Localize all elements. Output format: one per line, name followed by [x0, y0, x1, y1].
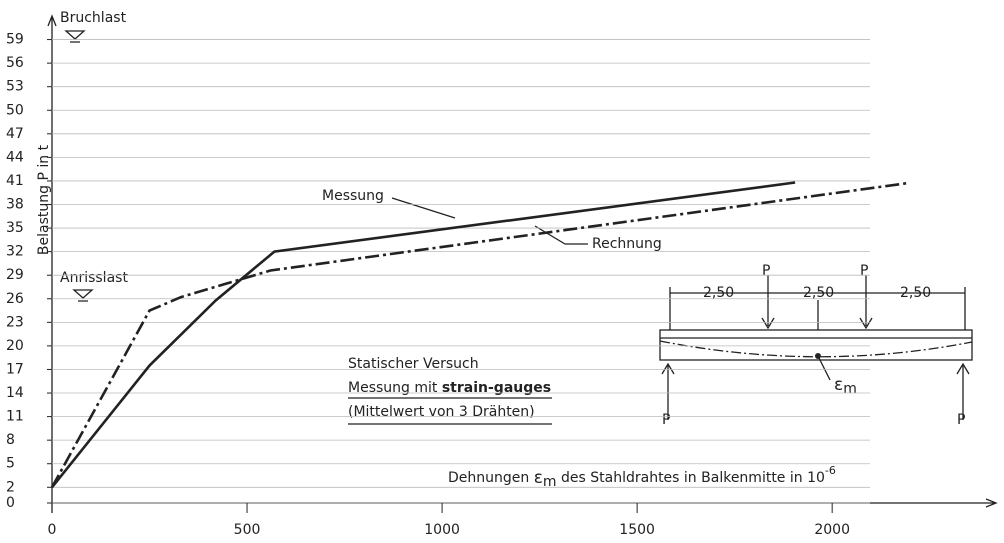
- span-label: 2,50: [803, 285, 834, 301]
- strain-label: εm: [834, 375, 857, 397]
- y-tick-label: 32: [6, 244, 24, 260]
- y-tick-label: 2: [6, 479, 15, 495]
- annotation: Bruchlast: [60, 10, 127, 26]
- leader: [391, 197, 456, 219]
- note-part: strain-gauges: [442, 380, 551, 396]
- series-label: Messung: [322, 188, 384, 204]
- y-tick-label: 59: [6, 32, 24, 48]
- underline: [348, 397, 552, 425]
- x-axis-label: Dehnungen εm des Stahldrahtes in Balkenm…: [448, 464, 836, 490]
- note: Statischer Versuch: [348, 356, 479, 372]
- y-tick-label: 38: [6, 197, 24, 213]
- y-tick-label: 47: [6, 126, 24, 142]
- y-tick-label: 56: [6, 55, 24, 71]
- load-arrow: [761, 275, 873, 330]
- y-tick-label: 8: [6, 432, 15, 448]
- support-arrow: [661, 362, 970, 420]
- load-label: P: [762, 263, 770, 279]
- x-label-part: ε: [534, 468, 543, 488]
- x-tick-label: 0: [48, 522, 57, 538]
- x-label-part: des Stahldrahtes in Balkenmitte in 10: [561, 470, 825, 486]
- x-tick-label: 1500: [619, 522, 655, 538]
- y-tick-label: 0: [6, 495, 15, 511]
- x-tick-label: 500: [234, 522, 261, 538]
- dimension-line: [669, 287, 966, 330]
- strain-part: ε: [834, 375, 843, 395]
- strain-part: m: [843, 381, 857, 397]
- span-label: 2,50: [703, 285, 734, 301]
- y-tick-label: 35: [6, 220, 24, 236]
- load-label: P: [662, 412, 670, 428]
- beam-diagram: 2,50 2,50 2,50 P P P P εm: [659, 263, 973, 428]
- note: Messung mit strain-gauges: [348, 380, 551, 396]
- y-tick-label: 53: [6, 79, 24, 95]
- y-tick-label: 14: [6, 385, 24, 401]
- x-label-part: Dehnungen: [448, 470, 529, 486]
- x-tick-label: 2000: [814, 522, 850, 538]
- span-label: 2,50: [900, 285, 931, 301]
- y-tick-label: 17: [6, 361, 24, 377]
- series-label: Rechnung: [592, 236, 662, 252]
- y-tick-label: 44: [6, 149, 24, 165]
- y-tick-label: 41: [6, 173, 24, 189]
- y-tick-label: 29: [6, 267, 24, 283]
- y-tick-label: 11: [6, 409, 24, 425]
- marker: [72, 289, 94, 302]
- series-line: [50, 182, 907, 488]
- y-tick-label: 5: [6, 456, 15, 472]
- note: (Mittelwert von 3 Drähten): [348, 404, 535, 420]
- leader: [817, 355, 831, 381]
- y-tick-label: 26: [6, 291, 24, 307]
- series-line: [50, 181, 796, 489]
- load-label: P: [860, 263, 868, 279]
- leader: [534, 225, 588, 245]
- x-tick-label: 1000: [424, 522, 460, 538]
- load-label: P: [957, 412, 965, 428]
- beam: [659, 329, 973, 361]
- annotation: Anrisslast: [60, 270, 128, 286]
- y-tick-label: 50: [6, 102, 24, 118]
- y-axis-label: Belastung P in t: [36, 144, 52, 255]
- marker: [64, 30, 86, 43]
- x-label-part: -6: [825, 464, 836, 477]
- x-label-part: m: [543, 474, 557, 490]
- y-tick-label: 23: [6, 314, 24, 330]
- y-tick-label: 20: [6, 338, 24, 354]
- axes: [47, 14, 998, 513]
- note-part: Messung mit: [348, 380, 438, 396]
